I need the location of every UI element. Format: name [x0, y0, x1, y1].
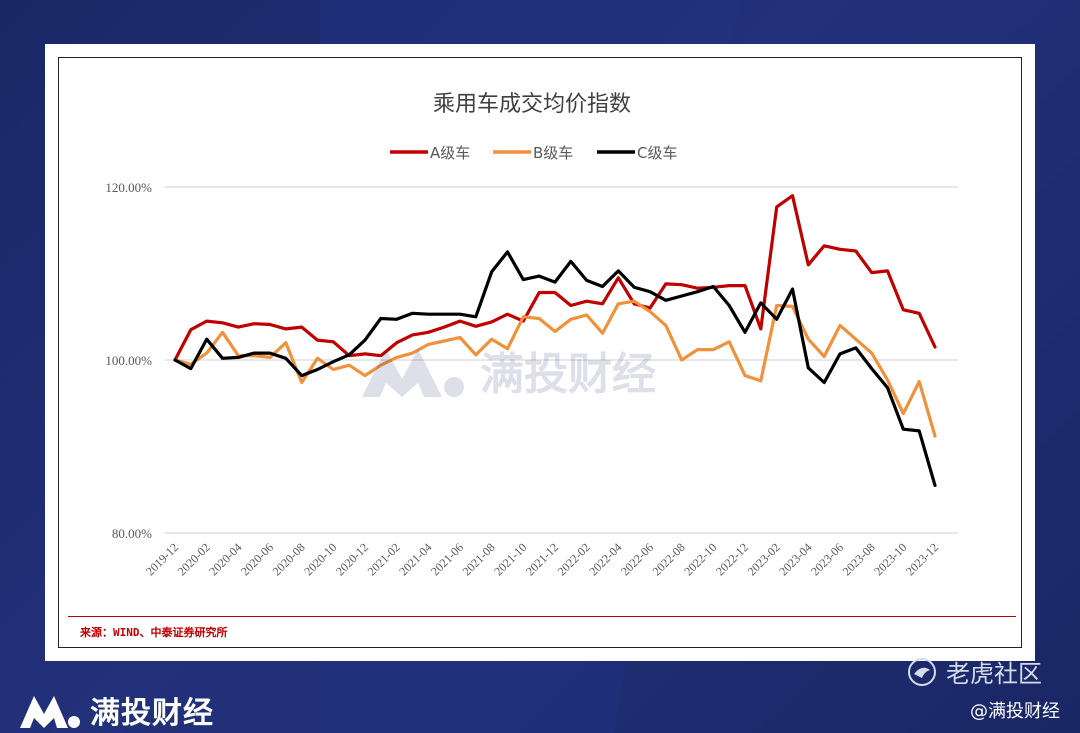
y-tick-label: 80.00%: [112, 526, 152, 541]
brand-logo-icon: [20, 696, 80, 728]
x-tick-label: 2023-10: [871, 540, 909, 578]
chart-series: [173, 194, 937, 487]
x-tick-label: 2021-10: [491, 540, 529, 578]
x-tick-label: 2020-02: [175, 540, 213, 578]
series-line: [173, 299, 937, 438]
x-tick-label: 2022-10: [681, 540, 719, 578]
y-tick-label: 120.00%: [105, 180, 152, 195]
legend-label: B级车: [533, 144, 573, 162]
brand-logo-icon: [362, 349, 464, 397]
x-tick-label: 2023-04: [776, 540, 814, 578]
x-tick-label: 2021-06: [428, 540, 466, 578]
x-tick-label: 2023-08: [840, 540, 878, 578]
y-axis-ticks: 80.00% 100.00% 120.00%: [105, 180, 152, 541]
brand: 满投财经: [18, 688, 214, 732]
x-tick-label: 2021-04: [396, 540, 434, 578]
series-line: [173, 194, 937, 362]
x-tick-label: 2022-08: [650, 540, 688, 578]
x-tick-label: 2023-02: [745, 540, 783, 578]
y-tick-label: 100.00%: [105, 353, 152, 368]
x-tick-label: 2019-12: [143, 540, 181, 578]
chart-gridlines: [165, 186, 958, 534]
source-divider: [68, 616, 1016, 617]
x-tick-label: 2022-06: [618, 540, 656, 578]
tiger-logo-icon: [908, 657, 936, 686]
legend-label: C级车: [637, 144, 677, 162]
x-tick-label: 2022-02: [555, 540, 593, 578]
x-tick-label: 2021-12: [523, 540, 561, 578]
x-tick-label: 2020-04: [206, 540, 244, 578]
watermark: 满投财经: [358, 338, 656, 402]
legend-label: A级车: [430, 144, 470, 162]
chart-source: 来源：WIND、中泰证券研究所: [80, 626, 228, 639]
x-tick-label: 2023-12: [903, 540, 941, 578]
chart-title: 乘用车成交均价指数: [433, 91, 631, 116]
x-tick-label: 2023-06: [808, 540, 846, 578]
x-tick-label: 2022-12: [713, 540, 751, 578]
x-tick-label: 2020-12: [333, 540, 371, 578]
x-tick-label: 2020-06: [238, 540, 276, 578]
brand-name: 满投财经: [90, 696, 214, 731]
x-tick-label: 2021-08: [460, 540, 498, 578]
community-name: 老虎社区: [946, 660, 1042, 688]
x-tick-label: 2020-08: [270, 540, 308, 578]
x-tick-label: 2022-04: [586, 540, 624, 578]
x-tick-label: 2021-02: [365, 540, 403, 578]
author-handle: @满投财经: [970, 701, 1060, 722]
x-axis-ticks: 2019-122020-022020-042020-062020-082020-…: [143, 540, 941, 578]
community-badge: 老虎社区: [906, 654, 1042, 689]
chart-legend: A级车 B级车 C级车: [390, 144, 677, 162]
x-tick-label: 2020-10: [301, 540, 339, 578]
watermark-text: 满投财经: [480, 349, 656, 400]
series-line: [173, 250, 937, 487]
